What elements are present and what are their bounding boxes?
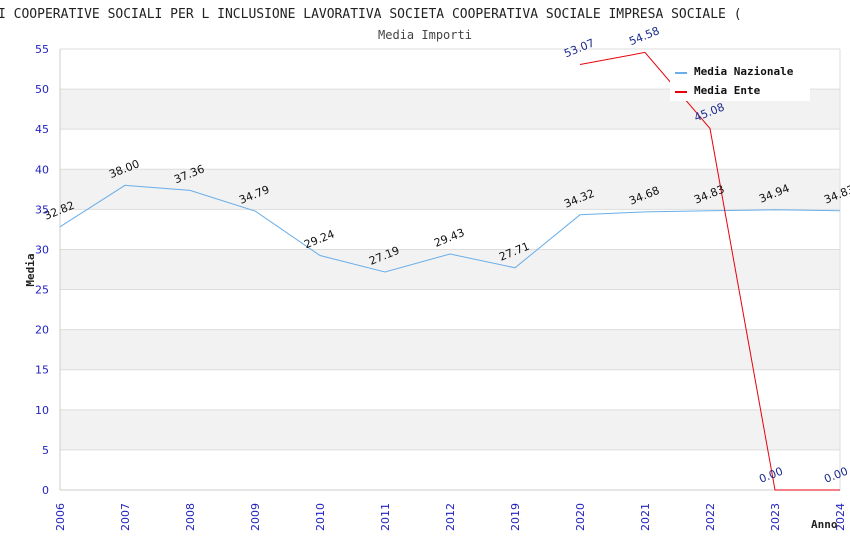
y-axis-label: Media bbox=[24, 253, 37, 286]
y-tick-label: 0 bbox=[42, 484, 49, 497]
data-label: 0.00 bbox=[822, 465, 850, 486]
y-tick-label: 25 bbox=[35, 284, 49, 297]
legend-box bbox=[670, 60, 810, 101]
legend-label: Media Nazionale bbox=[694, 65, 794, 78]
grid-band bbox=[60, 329, 840, 370]
legend: Media Nazionale Media Ente bbox=[670, 60, 810, 101]
x-tick-label: 2010 bbox=[314, 503, 327, 531]
series-line-media-nazionale bbox=[59, 184, 841, 273]
series-line-media-ente bbox=[579, 51, 840, 491]
grid-band bbox=[60, 249, 840, 290]
grid-lines bbox=[60, 48, 840, 491]
data-label: 53.07 bbox=[562, 36, 596, 60]
x-tick-labels: 2006 2007 2008 2009 2010 2011 2012 2019 2020 2021… bbox=[54, 503, 847, 531]
data-label: 0.00 bbox=[757, 465, 785, 486]
legend-label: Media Ente bbox=[694, 84, 761, 97]
y-tick-label: 20 bbox=[35, 324, 49, 337]
x-tick-label: 2022 bbox=[704, 503, 717, 531]
x-tick-label: 2023 bbox=[769, 503, 782, 531]
y-tick-label: 40 bbox=[35, 163, 49, 176]
x-tick-label: 2011 bbox=[379, 503, 392, 531]
y-tick-label: 30 bbox=[35, 243, 49, 256]
axes bbox=[59, 49, 841, 491]
y-tick-label: 55 bbox=[35, 43, 49, 56]
grid-band bbox=[60, 409, 840, 450]
chart-title: I COOPERATIVE SOCIALI PER L INCLUSIONE L… bbox=[0, 7, 742, 22]
y-tick-label: 5 bbox=[42, 444, 49, 457]
y-tick-labels: 0 5 10 15 20 25 30 35 40 45 50 55 bbox=[35, 43, 49, 497]
x-tick-label: 2020 bbox=[574, 503, 587, 531]
y-tick-label: 45 bbox=[35, 123, 49, 136]
y-tick-label: 10 bbox=[35, 404, 49, 417]
x-tick-label: 2021 bbox=[639, 503, 652, 531]
x-axis-label: Anno bbox=[811, 518, 838, 531]
grid-bands bbox=[60, 89, 840, 450]
x-tick-label: 2024 bbox=[834, 503, 847, 531]
chart-subtitle: Media Importi bbox=[378, 28, 472, 42]
x-tick-label: 2008 bbox=[184, 503, 197, 531]
y-tick-label: 50 bbox=[35, 83, 49, 96]
x-tick-label: 2009 bbox=[249, 503, 262, 531]
data-label: 29.24 bbox=[302, 227, 336, 251]
series-lines bbox=[59, 51, 841, 491]
x-tick-label: 2006 bbox=[54, 503, 67, 531]
x-tick-label: 2012 bbox=[444, 503, 457, 531]
y-tick-label: 15 bbox=[35, 364, 49, 377]
x-tick-label: 2019 bbox=[509, 503, 522, 531]
y-tick-label: 35 bbox=[35, 203, 49, 216]
grid-band bbox=[60, 169, 840, 210]
data-label: 29.43 bbox=[432, 226, 466, 250]
data-label: 54.58 bbox=[627, 24, 661, 48]
x-tick-label: 2007 bbox=[119, 503, 132, 531]
